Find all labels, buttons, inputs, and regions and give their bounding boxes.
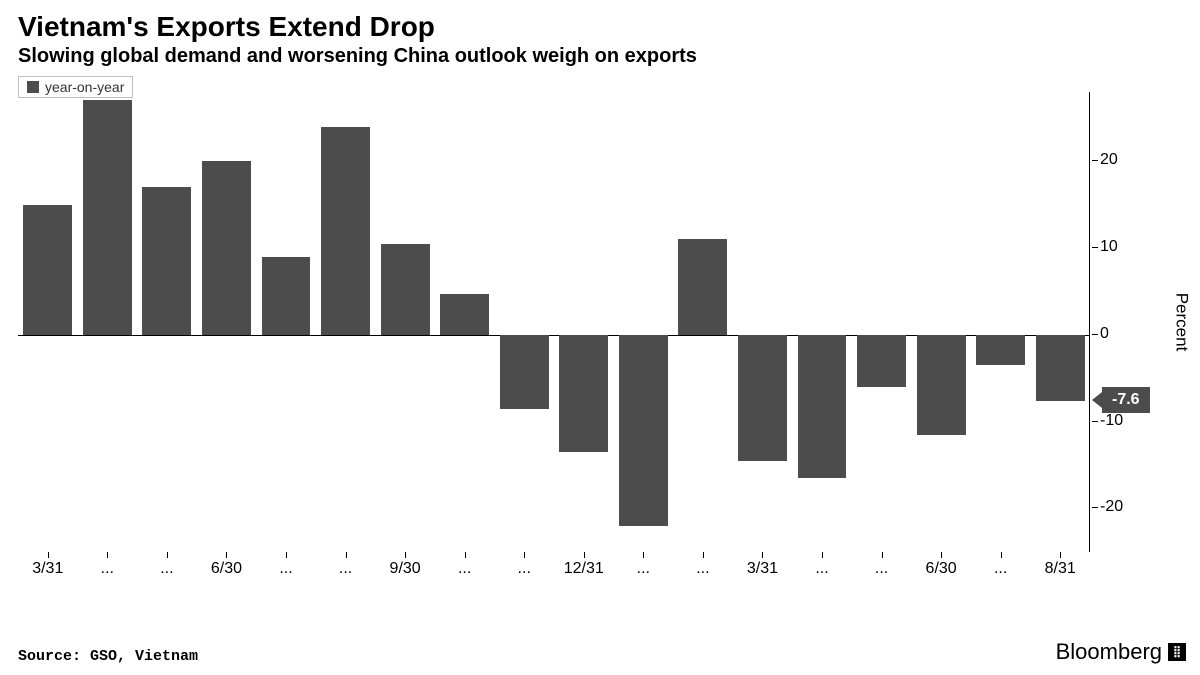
x-label: ... [696, 560, 709, 578]
x-label: ... [160, 560, 173, 578]
brand-icon: ⣿ [1168, 643, 1186, 661]
bar [381, 244, 430, 335]
x-tick [465, 552, 466, 558]
x-tick [48, 552, 49, 558]
x-label: 3/31 [32, 560, 63, 578]
bar [142, 187, 191, 335]
bar [798, 335, 847, 478]
chart-title: Vietnam's Exports Extend Drop [18, 12, 1188, 43]
bar [559, 335, 608, 452]
x-tick [286, 552, 287, 558]
bar [678, 239, 727, 334]
x-tick [1001, 552, 1002, 558]
x-label: 9/30 [390, 560, 421, 578]
x-label: ... [339, 560, 352, 578]
bar [262, 257, 311, 335]
x-tick [643, 552, 644, 558]
bar [619, 335, 668, 526]
y-tick: -10 [1100, 412, 1123, 430]
x-label: ... [279, 560, 292, 578]
y-tick: 20 [1100, 151, 1118, 169]
x-label: ... [101, 560, 114, 578]
x-tick [584, 552, 585, 558]
footer: Source: GSO, Vietnam Bloomberg ⣿ [18, 639, 1186, 665]
source-label: Source: GSO, Vietnam [18, 648, 198, 665]
y-tick: 0 [1100, 325, 1109, 343]
bar [857, 335, 906, 387]
x-label: 3/31 [747, 560, 778, 578]
x-tick [346, 552, 347, 558]
x-label: ... [815, 560, 828, 578]
y-tick: 10 [1100, 238, 1118, 256]
x-label: 8/31 [1045, 560, 1076, 578]
bar [23, 205, 72, 335]
bar [1036, 335, 1085, 401]
bar [500, 335, 549, 409]
brand-label: Bloomberg [1056, 639, 1162, 665]
x-label: ... [518, 560, 531, 578]
bar [440, 294, 489, 335]
last-value-callout: -7.6 [1102, 387, 1150, 413]
x-tick [882, 552, 883, 558]
bar [738, 335, 787, 461]
bar [202, 161, 251, 335]
bar [321, 127, 370, 335]
plot-area [18, 92, 1090, 552]
x-label: 6/30 [926, 560, 957, 578]
x-label: ... [458, 560, 471, 578]
x-label: 12/31 [564, 560, 604, 578]
x-label: ... [994, 560, 1007, 578]
bar [976, 335, 1025, 365]
x-tick [1060, 552, 1061, 558]
bar [83, 100, 132, 334]
bar [917, 335, 966, 435]
x-tick [226, 552, 227, 558]
x-tick [405, 552, 406, 558]
x-tick [762, 552, 763, 558]
x-label: 6/30 [211, 560, 242, 578]
x-tick [822, 552, 823, 558]
bars-layer [18, 92, 1089, 552]
x-tick [941, 552, 942, 558]
x-axis: 3/31...... 6/30...... 9/30...... 12/31.....… [18, 552, 1090, 582]
x-label: ... [637, 560, 650, 578]
brand: Bloomberg ⣿ [1056, 639, 1186, 665]
y-tick: -20 [1100, 498, 1123, 516]
y-axis-title: Percent [1171, 293, 1191, 352]
chart: -20 -10 0 10 20 Percent -7.6 3/31...... 6/30.… [18, 92, 1188, 582]
chart-subtitle: Slowing global demand and worsening Chin… [18, 45, 1188, 68]
x-tick [703, 552, 704, 558]
x-tick [167, 552, 168, 558]
x-label: ... [875, 560, 888, 578]
x-tick [107, 552, 108, 558]
x-tick [524, 552, 525, 558]
